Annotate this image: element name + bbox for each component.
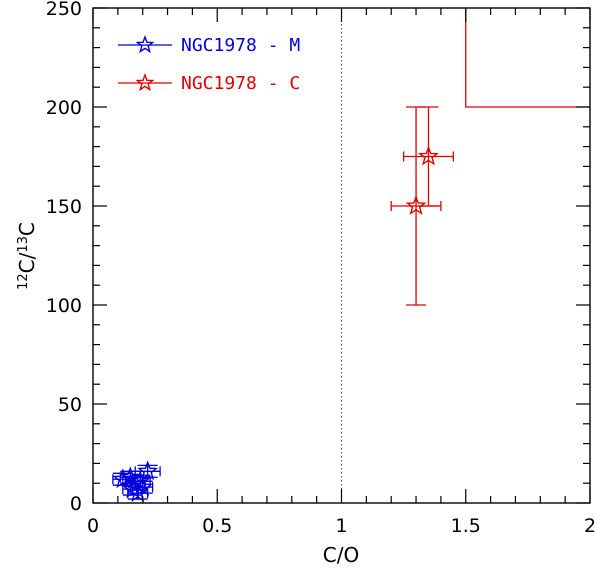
- y-tick-label: 150: [46, 196, 82, 218]
- data-point-star: [405, 195, 427, 215]
- data-point-star: [418, 145, 439, 166]
- y-axis-title-part-1: C/: [15, 252, 39, 273]
- legend-star-icon: [135, 34, 155, 54]
- legend-item-1: NGC1978 - M: [118, 34, 300, 56]
- y-axis-title-superscript-13: 13: [16, 236, 31, 253]
- legend-label: NGC1978 - M: [181, 35, 300, 56]
- plot-area: [112, 8, 590, 503]
- legend-star-icon: [135, 72, 155, 92]
- axes: 0 0.5 1 1.5 2 0 50 100 150 200 250: [46, 0, 595, 537]
- data-point-star: [132, 476, 154, 497]
- y-tick-label: 250: [46, 0, 82, 20]
- y-tick-label: 100: [46, 295, 82, 317]
- data-point-star: [129, 470, 151, 491]
- y-axis-title-superscript-12: 12: [16, 273, 31, 290]
- y-axis-title: 12C/13C: [15, 222, 39, 290]
- y-tick-label: 0: [70, 493, 82, 515]
- y-tick-label: 50: [58, 394, 82, 416]
- legend: NGC1978 - M NGC1978 - C: [118, 34, 300, 94]
- x-tick-label: 2: [584, 515, 595, 537]
- legend-item-2: NGC1978 - C: [118, 72, 300, 94]
- x-tick-label: 1: [335, 515, 347, 537]
- data-point-star: [127, 482, 149, 502]
- x-tick-label: 0: [87, 515, 99, 537]
- legend-label: NGC1978 - C: [181, 73, 300, 94]
- data-point-star: [137, 460, 159, 481]
- y-axis-title-part-2: C: [15, 222, 39, 236]
- region-boundary-line: [465, 8, 590, 108]
- x-tick-label: 0.5: [202, 515, 232, 537]
- series-1: [112, 460, 161, 502]
- x-axis-title: C/O: [323, 543, 359, 567]
- series-2: [390, 106, 454, 306]
- x-tick-label: 1.5: [451, 515, 481, 537]
- y-tick-label: 200: [46, 97, 82, 119]
